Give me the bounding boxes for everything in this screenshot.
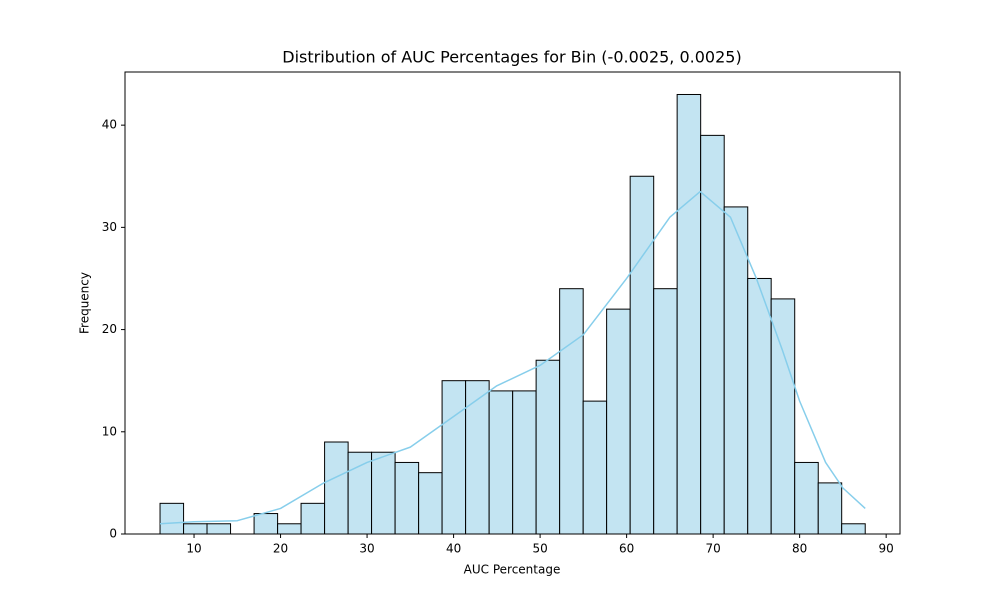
x-tick-label: 10 — [186, 542, 201, 556]
y-tick-label: 30 — [102, 220, 117, 234]
y-tick-label: 10 — [102, 424, 117, 438]
bar — [394, 461, 420, 535]
bar — [629, 175, 655, 535]
bar — [535, 359, 561, 535]
chart-title: Distribution of AUC Percentages for Bin … — [282, 48, 741, 67]
x-tick-label: 90 — [879, 542, 894, 556]
bar — [465, 380, 490, 535]
x-axis-label: AUC Percentage — [464, 563, 561, 577]
bar — [817, 482, 843, 535]
x-tick-label: 20 — [273, 542, 288, 556]
bar — [183, 523, 208, 535]
bar — [324, 441, 349, 535]
bar — [794, 461, 819, 535]
y-axis-label: Frequency — [78, 272, 92, 334]
y-tick-label: 20 — [102, 322, 117, 336]
plot-frame — [124, 71, 901, 535]
bar — [512, 390, 537, 535]
bar — [441, 380, 467, 535]
bar — [841, 523, 866, 535]
bar — [653, 288, 678, 535]
bar — [347, 451, 373, 535]
bar — [606, 308, 631, 535]
x-tick-label: 40 — [446, 542, 461, 556]
bar — [559, 288, 584, 535]
bar — [300, 502, 326, 535]
bar — [747, 277, 772, 535]
x-tick-label: 30 — [359, 542, 374, 556]
bar — [253, 513, 279, 535]
bar — [676, 93, 702, 535]
bar — [418, 472, 443, 535]
x-tick-label: 60 — [619, 542, 634, 556]
x-tick-label: 70 — [705, 542, 720, 556]
y-tick-label: 40 — [102, 118, 117, 132]
bar — [277, 523, 302, 535]
bar — [582, 400, 608, 535]
bar — [723, 206, 749, 535]
bar — [371, 451, 396, 535]
bar — [488, 390, 514, 535]
x-tick-label: 80 — [792, 542, 807, 556]
bar — [770, 298, 796, 535]
kde-line — [159, 190, 866, 525]
bar — [206, 523, 232, 535]
y-tick-label: 0 — [109, 527, 117, 541]
x-tick-label: 50 — [532, 542, 547, 556]
bar — [159, 502, 185, 535]
